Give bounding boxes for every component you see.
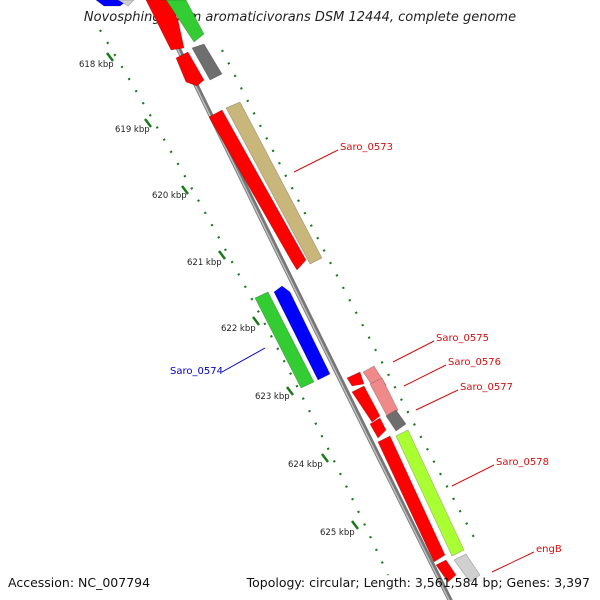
callout-line — [221, 347, 266, 373]
gene-red-small — [369, 417, 387, 439]
gene-engb — [453, 553, 481, 583]
genome-summary-text: Topology: circular; Length: 3,561,584 bp… — [246, 575, 590, 590]
tick-label: 624 kbp — [288, 460, 323, 470]
gene-feature — [191, 43, 223, 81]
gene-label: engB — [536, 544, 562, 555]
callout-line — [491, 551, 535, 573]
gene-label: Saro_0578 — [496, 457, 549, 468]
gene-red-long — [377, 435, 446, 563]
tick-mark — [106, 52, 114, 62]
gene-label: Saro_0576 — [448, 357, 501, 368]
gene-feature — [95, 0, 129, 7]
backbone-line — [152, 0, 453, 600]
callout-line — [392, 340, 435, 363]
tick-label: 621 kbp — [187, 258, 222, 268]
gene-saro-0573-red — [208, 109, 307, 271]
callout-line — [293, 149, 339, 173]
gene-saro-0576 — [369, 377, 399, 419]
callout-line — [415, 389, 459, 411]
tick-mark — [144, 118, 152, 128]
gene-saro-0575 — [346, 371, 365, 387]
gene-saro-0573 — [225, 101, 323, 265]
gene-label: Saro_0575 — [436, 333, 489, 344]
tick-label: 620 kbp — [152, 191, 187, 201]
tick-label: 622 kbp — [221, 324, 256, 334]
accession-text: Accession: NC_007794 — [8, 575, 151, 590]
tick-label: 623 kbp — [255, 392, 290, 402]
gene-blue-feature — [273, 285, 331, 381]
gene-red-small — [351, 385, 381, 423]
tick-mark — [252, 316, 260, 326]
gene-feature — [117, 0, 135, 7]
callout-line — [451, 464, 495, 487]
tick-label: 625 kbp — [320, 528, 355, 538]
gene-feature — [165, 0, 205, 43]
tick-mark — [321, 453, 329, 463]
gene-label: Saro_0573 — [340, 142, 393, 153]
tick-mark — [351, 520, 359, 530]
tick-mark — [218, 250, 226, 260]
gene-saro-0577 — [385, 409, 407, 432]
gene-feature — [175, 51, 205, 87]
tick-label: 619 kbp — [115, 125, 150, 135]
callout-line — [403, 364, 447, 387]
tick-label: 618 kbp — [79, 60, 114, 70]
gene-saro-0578 — [395, 429, 465, 557]
tick-mark — [181, 185, 189, 195]
gene-label: Saro_0577 — [460, 382, 513, 393]
tick-mark — [286, 386, 294, 396]
gene-label: Saro_0574 — [170, 366, 223, 377]
gene-feature — [145, 0, 185, 51]
gene-red-small — [435, 559, 457, 583]
gene-saro-0574 — [254, 291, 315, 389]
